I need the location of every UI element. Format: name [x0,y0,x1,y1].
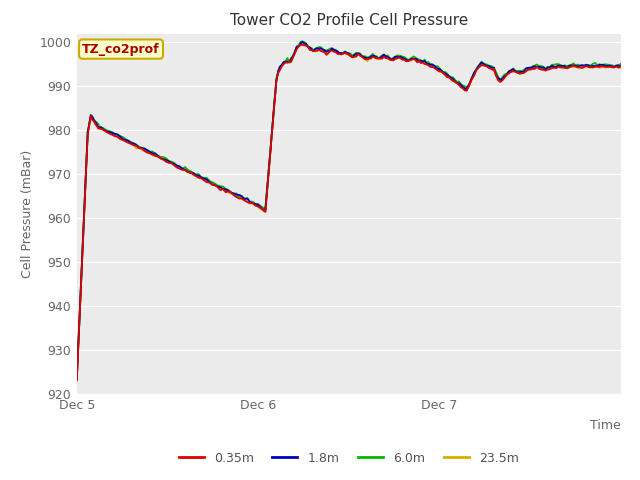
Text: TZ_co2prof: TZ_co2prof [82,43,160,56]
Legend: 0.35m, 1.8m, 6.0m, 23.5m: 0.35m, 1.8m, 6.0m, 23.5m [173,447,524,469]
Title: Tower CO2 Profile Cell Pressure: Tower CO2 Profile Cell Pressure [230,13,468,28]
Y-axis label: Cell Pressure (mBar): Cell Pressure (mBar) [21,149,34,278]
Text: Time: Time [590,419,621,432]
